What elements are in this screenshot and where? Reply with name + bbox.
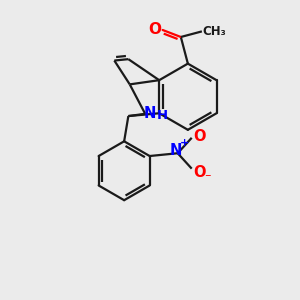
Text: +: + xyxy=(180,138,189,148)
Text: N: N xyxy=(144,106,156,121)
Text: CH₃: CH₃ xyxy=(202,25,226,38)
Text: H: H xyxy=(157,109,168,122)
Text: ⁻: ⁻ xyxy=(204,172,210,185)
Text: O: O xyxy=(193,130,206,145)
Text: N: N xyxy=(170,143,182,158)
Text: O: O xyxy=(148,22,161,37)
Text: O: O xyxy=(193,164,206,179)
